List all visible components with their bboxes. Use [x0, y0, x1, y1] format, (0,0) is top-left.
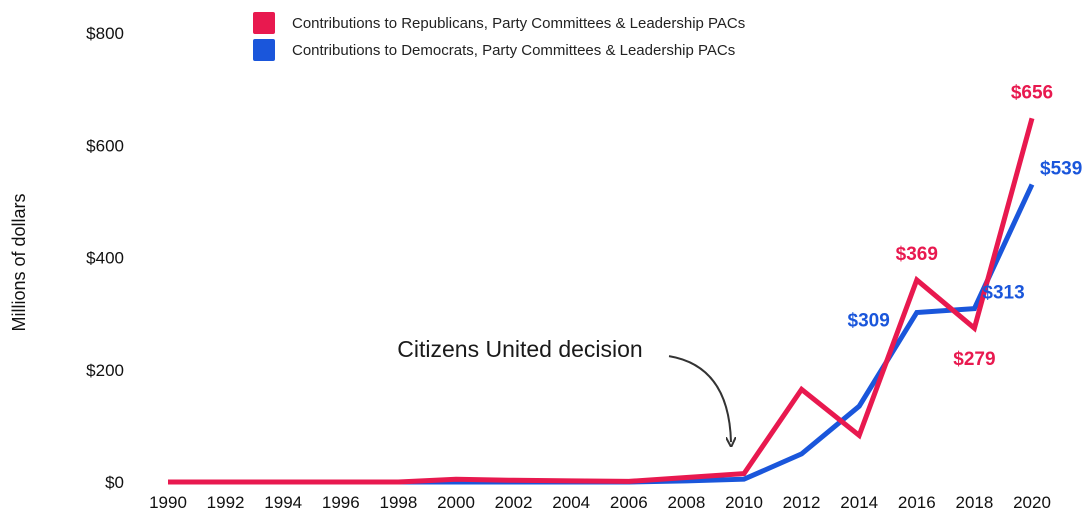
x-tick-label: 2004 — [552, 493, 590, 512]
x-tick-label: 1994 — [264, 493, 302, 512]
legend-swatch — [253, 12, 275, 34]
x-tick-label: 2014 — [840, 493, 878, 512]
x-tick-label: 1992 — [207, 493, 245, 512]
republican-series-line — [168, 117, 1035, 485]
annotation-text: Citizens United decision — [397, 336, 642, 362]
y-axis-label: Millions of dollars — [9, 193, 29, 331]
legend-label: Contributions to Democrats, Party Commit… — [292, 42, 735, 59]
data-label: $539 — [1040, 159, 1082, 180]
data-label: $279 — [953, 349, 995, 370]
x-tick-label: 2020 — [1013, 493, 1051, 512]
y-tick-label: $600 — [86, 136, 124, 155]
x-tick-label: 2008 — [667, 493, 705, 512]
democrat-series-line — [168, 183, 1035, 485]
x-tick-label: 2016 — [898, 493, 936, 512]
legend-label: Contributions to Republicans, Party Comm… — [292, 15, 745, 32]
y-tick-label: $800 — [86, 24, 124, 43]
data-label: $309 — [848, 311, 890, 332]
annotation: Citizens United decision — [397, 336, 731, 442]
data-label: $313 — [982, 283, 1024, 304]
x-tick-label: 2010 — [725, 493, 763, 512]
annotation-arrow — [668, 355, 731, 442]
y-tick-label: $200 — [86, 361, 124, 380]
x-tick-label: 2018 — [955, 493, 993, 512]
x-tick-label: 1990 — [149, 493, 187, 512]
x-tick-label: 2002 — [495, 493, 533, 512]
legend-swatch — [253, 39, 275, 61]
x-axis: 1990 1992 1994 1996 1998 2000 2002 2004 2006 2008… — [149, 493, 1051, 512]
y-tick-label: $0 — [105, 473, 124, 492]
x-tick-label: 2006 — [610, 493, 648, 512]
data-label: $656 — [1011, 82, 1053, 103]
y-tick-label: $400 — [86, 249, 124, 268]
data-label: $369 — [896, 244, 938, 265]
data-labels: $656 $539 $369 $279 $309 $313 — [848, 82, 1083, 370]
series-group — [168, 117, 1035, 485]
y-axis: $0 $200 $400 $600 $800 — [86, 24, 124, 492]
x-tick-label: 2000 — [437, 493, 475, 512]
x-tick-label: 2012 — [783, 493, 821, 512]
x-tick-label: 1996 — [322, 493, 360, 512]
legend: Contributions to Republicans, Party Comm… — [253, 12, 745, 61]
x-tick-label: 1998 — [379, 493, 417, 512]
